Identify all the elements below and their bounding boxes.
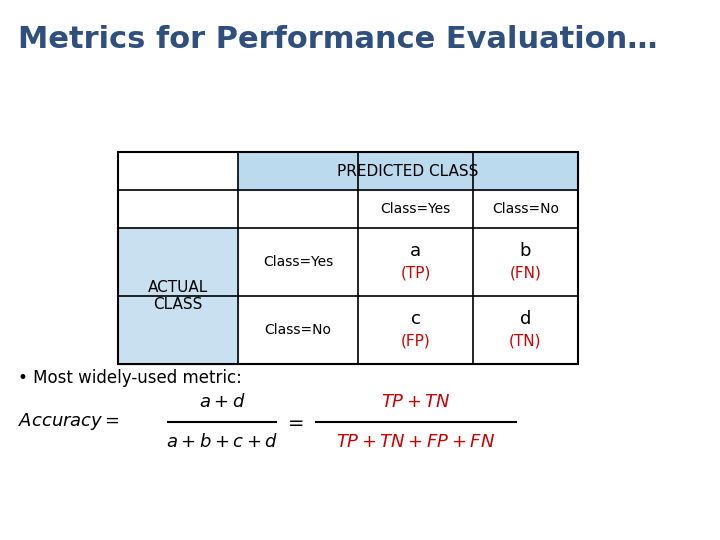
Bar [118,152,578,364]
Text: a: a [410,242,421,260]
Text: $\mathit{a+b+c+d}$: $\mathit{a+b+c+d}$ [166,433,278,451]
Text: ACTUAL
CLASS: ACTUAL CLASS [148,280,208,312]
Text: (FP): (FP) [400,334,431,348]
Text: $\mathit{TP+TN+FP+FN}$: $\mathit{TP+TN+FP+FN}$ [336,433,495,451]
Bar [238,152,578,190]
Text: Class=No: Class=No [264,323,331,337]
Text: (FN): (FN) [510,266,541,280]
Text: Class=No: Class=No [492,202,559,216]
Text: Class=Yes: Class=Yes [263,255,333,269]
Text: Class=Yes: Class=Yes [380,202,451,216]
Bar [118,228,238,364]
Text: $\mathit{TP+TN}$: $\mathit{TP+TN}$ [381,393,451,411]
Text: $\mathit{a+d}$: $\mathit{a+d}$ [199,393,246,411]
Text: c: c [410,310,420,328]
Text: (TP): (TP) [400,266,431,280]
Text: $\mathit{Accuracy}=$: $\mathit{Accuracy}=$ [18,411,120,433]
Text: d: d [520,310,531,328]
Text: PREDICTED CLASS: PREDICTED CLASS [337,164,479,179]
Text: • Most widely-used metric:: • Most widely-used metric: [18,369,242,387]
Text: b: b [520,242,531,260]
Text: Metrics for Performance Evaluation…: Metrics for Performance Evaluation… [18,25,657,55]
Text: $=$: $=$ [284,413,304,431]
Text: (TN): (TN) [509,334,541,348]
